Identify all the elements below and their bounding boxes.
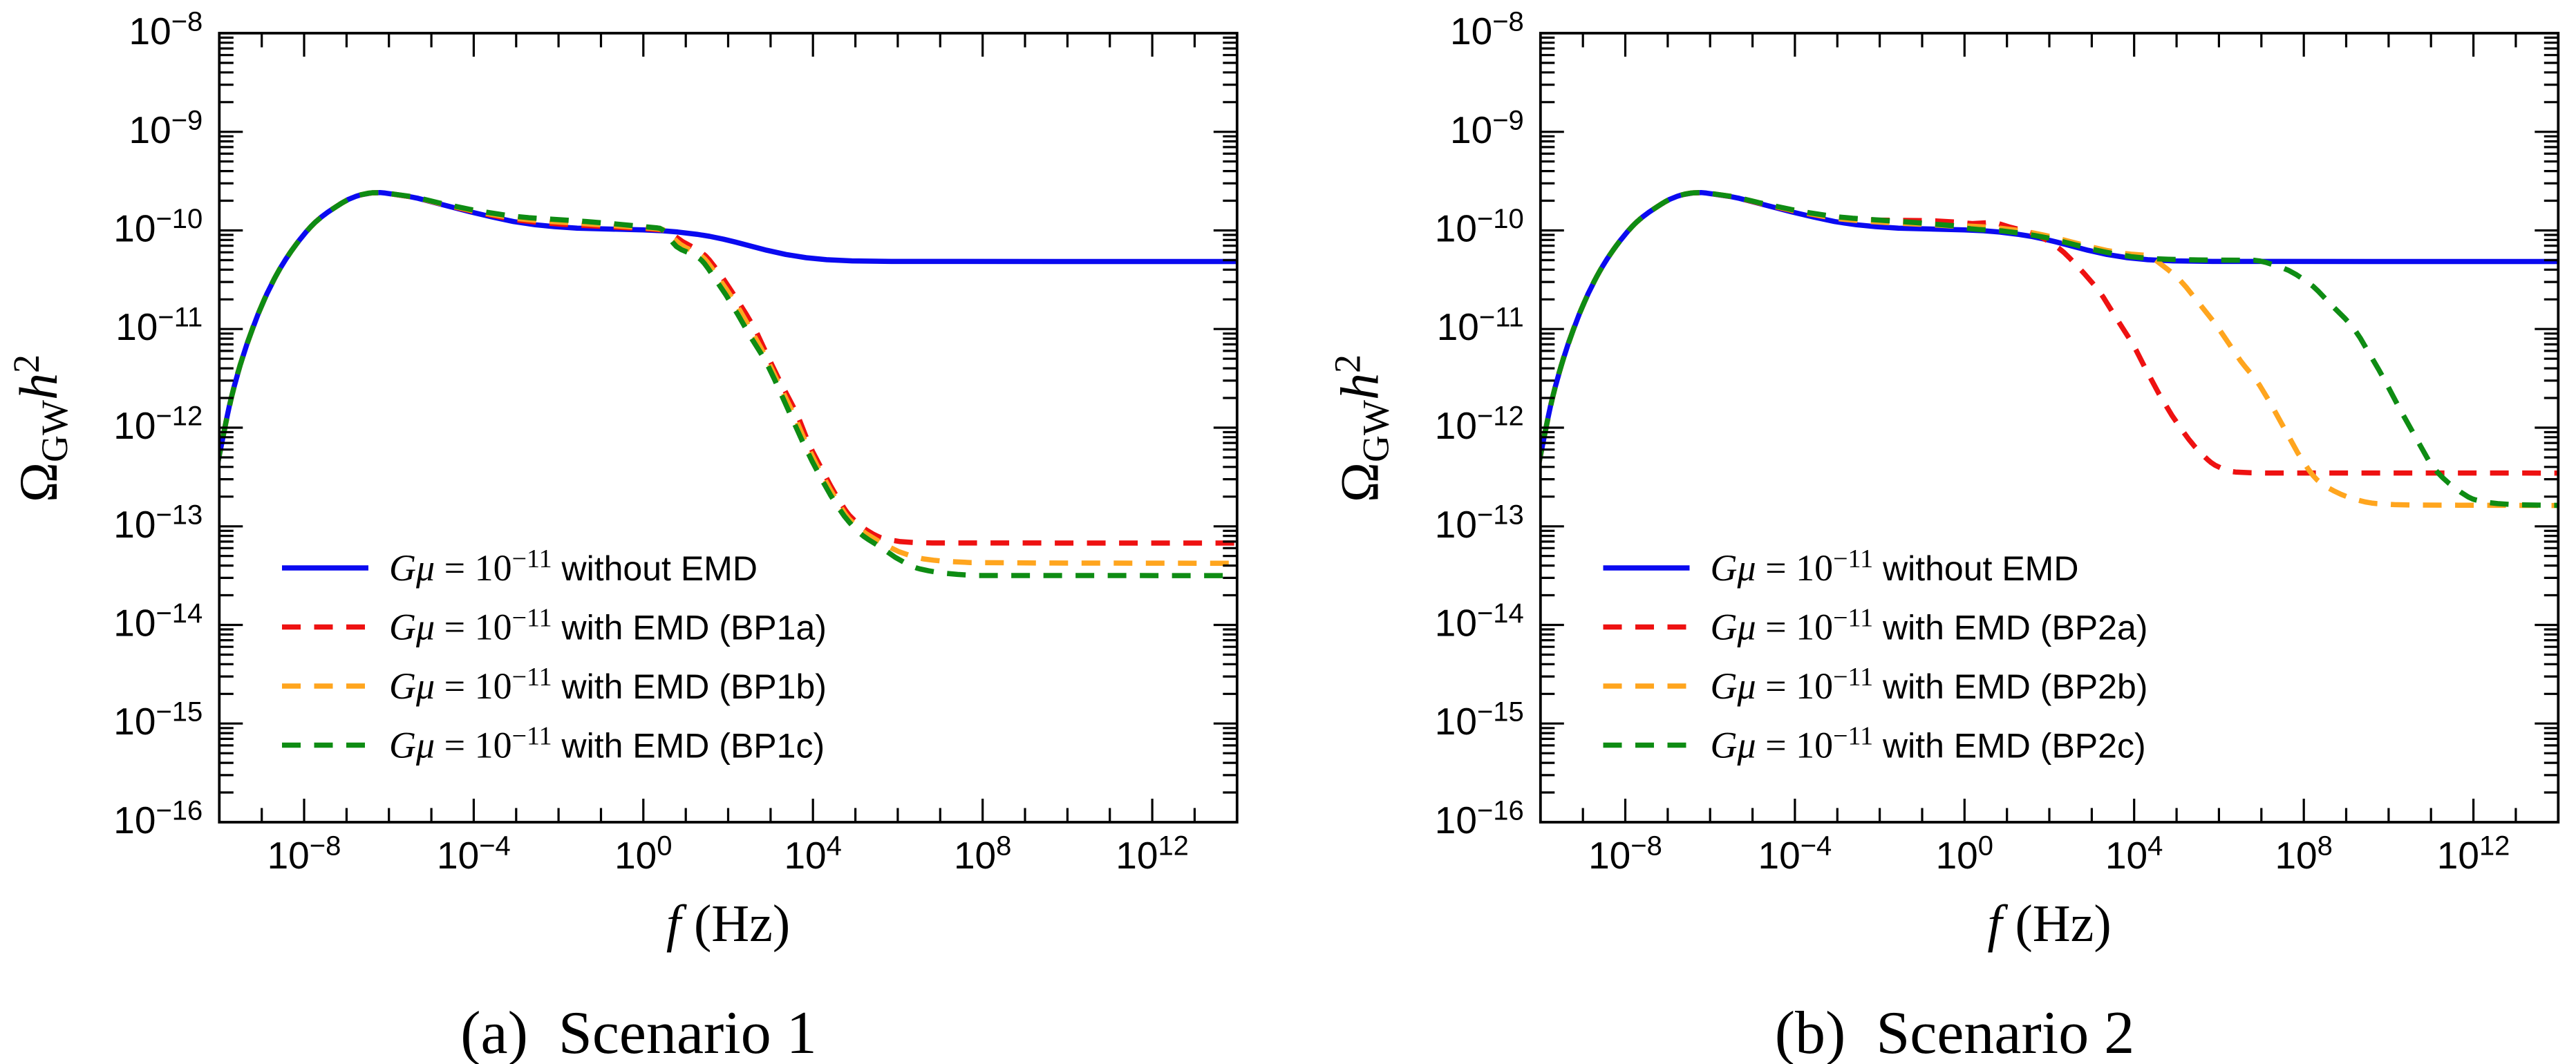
svg-text:10−11: 10−11 <box>1437 303 1524 349</box>
svg-text:Gμ = 10−11 with EMD (BP1b): Gμ = 10−11 with EMD (BP1b) <box>389 663 827 707</box>
svg-text:f (Hz): f (Hz) <box>666 895 790 953</box>
svg-text:10−8: 10−8 <box>1588 831 1662 877</box>
svg-text:Gμ = 10−11 with EMD (BP1c): Gμ = 10−11 with EMD (BP1c) <box>389 722 825 766</box>
svg-text:Gμ = 10−11 with EMD (BP2b): Gμ = 10−11 with EMD (BP2b) <box>1711 663 2148 707</box>
svg-text:(b) Scenario 2: (b) Scenario 2 <box>1775 1000 2134 1064</box>
svg-text:Gμ = 10−11 with EMD (BP1a): Gμ = 10−11 with EMD (BP1a) <box>389 604 827 648</box>
svg-text:(a) Scenario 1: (a) Scenario 1 <box>460 1000 817 1064</box>
svg-text:1012: 1012 <box>2437 831 2510 877</box>
svg-text:Gμ = 10−11 without EMD: Gμ = 10−11 without EMD <box>1711 544 2079 589</box>
svg-text:Gμ = 10−11 without EMD: Gμ = 10−11 without EMD <box>389 544 758 589</box>
svg-text:Gμ = 10−11 with EMD (BP2a): Gμ = 10−11 with EMD (BP2a) <box>1711 604 2148 648</box>
svg-text:f (Hz): f (Hz) <box>1987 895 2111 953</box>
svg-text:ΩGWh2: ΩGWh2 <box>1327 354 1397 502</box>
svg-text:1012: 1012 <box>1116 831 1189 877</box>
svg-text:Gμ = 10−11 with EMD (BP2c): Gμ = 10−11 with EMD (BP2c) <box>1711 722 2146 766</box>
svg-text:10−10: 10−10 <box>113 204 203 250</box>
